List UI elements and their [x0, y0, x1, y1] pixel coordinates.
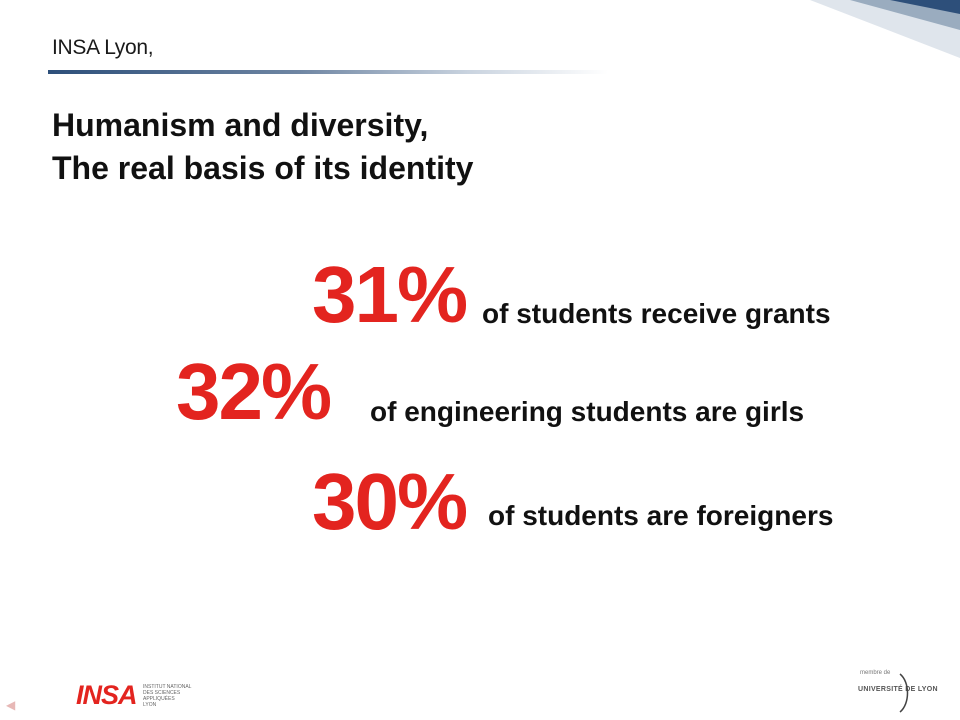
back-arrow-icon[interactable]: ◀ [6, 698, 16, 712]
udl-logo-text: UNIVERSITÉ DE LYON [858, 686, 938, 693]
stat-girls: 32% of engineering students are girls [176, 352, 896, 442]
stat-description: of engineering students are girls [370, 396, 805, 427]
header-kicker: INSA Lyon, [52, 36, 154, 59]
header-rule [48, 70, 608, 74]
insa-logo-subtitle: INSTITUT NATIONAL DES SCIENCES APPLIQUÉE… [143, 684, 192, 708]
stat-description: of students are foreigners [488, 500, 834, 531]
insa-logo: INSA [76, 680, 138, 710]
page-title: Humanism and diversity, The real basis o… [52, 104, 473, 190]
corner-decoration [810, 0, 960, 58]
footer-insa: ◀ INSA INSTITUT NATIONAL DES SCIENCES AP… [0, 668, 240, 720]
stat-value: 32% [176, 347, 332, 436]
udl-bracket-icon [899, 673, 909, 713]
stat-value: 30% [312, 457, 468, 546]
title-line-2: The real basis of its identity [52, 150, 474, 186]
title-line-1: Humanism and diversity, [52, 107, 429, 143]
stat-grants: 31% of students receive grants [312, 255, 902, 345]
stat-value: 31% [312, 250, 468, 339]
udl-member-label: membre de [860, 670, 891, 676]
stat-description: of students receive grants [482, 298, 831, 329]
footer-universite-de-lyon: membre de UNIVERSITÉ DE LYON [858, 666, 954, 714]
stat-foreigners: 30% of students are foreigners [312, 462, 902, 552]
